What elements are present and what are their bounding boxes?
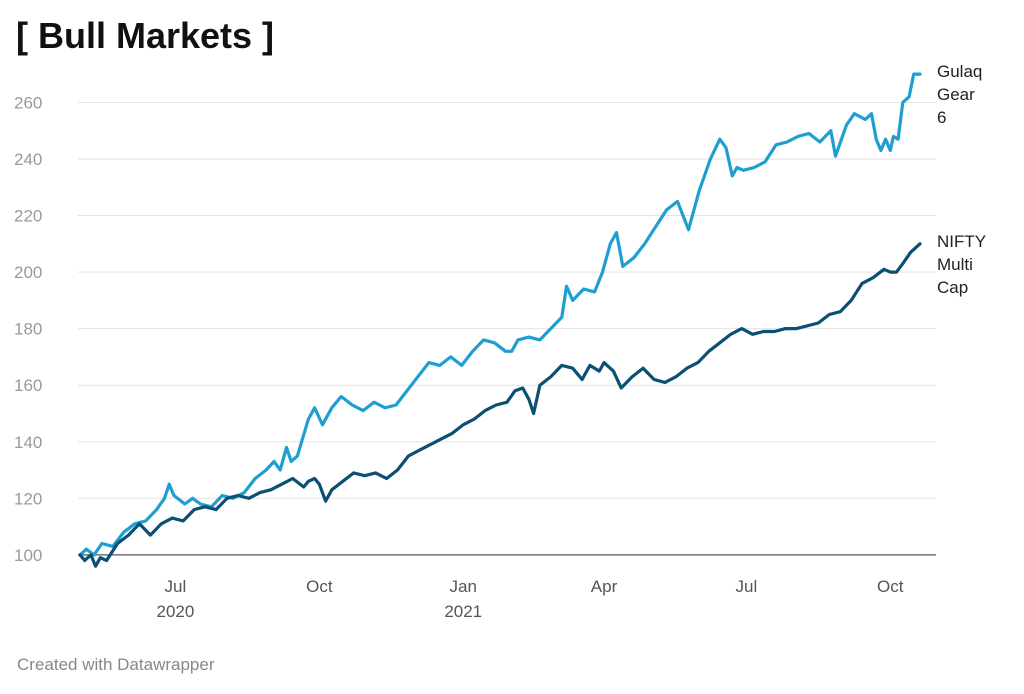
series-line-1: [78, 242, 922, 568]
x-axis-ticks: Jul 2020 Oct Jan 2021 Apr Jul Oct: [157, 577, 904, 621]
y-tick-label: 180: [14, 320, 42, 339]
chart-title: [ Bull Markets ]: [16, 15, 275, 56]
series-label-0: 6: [937, 108, 946, 127]
series-label-0: Gear: [937, 85, 975, 104]
series-line-0: [78, 72, 922, 557]
x-tick-label: Oct: [877, 577, 904, 596]
y-tick-label: 100: [14, 546, 42, 565]
series-label-0: Gulaq: [937, 62, 982, 81]
series-label-1: NIFTY: [937, 232, 986, 251]
x-tick-label: Jul: [736, 577, 758, 596]
x-tick-year-label: 2020: [157, 602, 195, 621]
y-tick-label: 200: [14, 263, 42, 282]
x-tick-year-label: 2021: [444, 602, 482, 621]
y-tick-label: 220: [14, 207, 42, 226]
gridlines: [78, 101, 936, 556]
y-axis-ticks: 100 120 140 160 180 200 220 240 260: [14, 93, 42, 564]
series-lines: [78, 72, 922, 568]
x-tick-label: Jul: [165, 577, 187, 596]
y-tick-label: 240: [14, 150, 42, 169]
y-tick-label: 140: [14, 433, 42, 452]
series-label-1: Multi: [937, 255, 973, 274]
series-label-1: Cap: [937, 278, 968, 297]
x-tick-label: Jan: [450, 577, 477, 596]
footer-credit: Created with Datawrapper: [17, 655, 215, 674]
y-tick-label: 120: [14, 489, 42, 508]
y-tick-label: 260: [14, 93, 42, 112]
x-tick-label: Apr: [591, 577, 618, 596]
x-tick-label: Oct: [306, 577, 333, 596]
y-tick-label: 160: [14, 376, 42, 395]
series-labels: Gulaq Gear 6 NIFTY Multi Cap: [937, 62, 986, 297]
